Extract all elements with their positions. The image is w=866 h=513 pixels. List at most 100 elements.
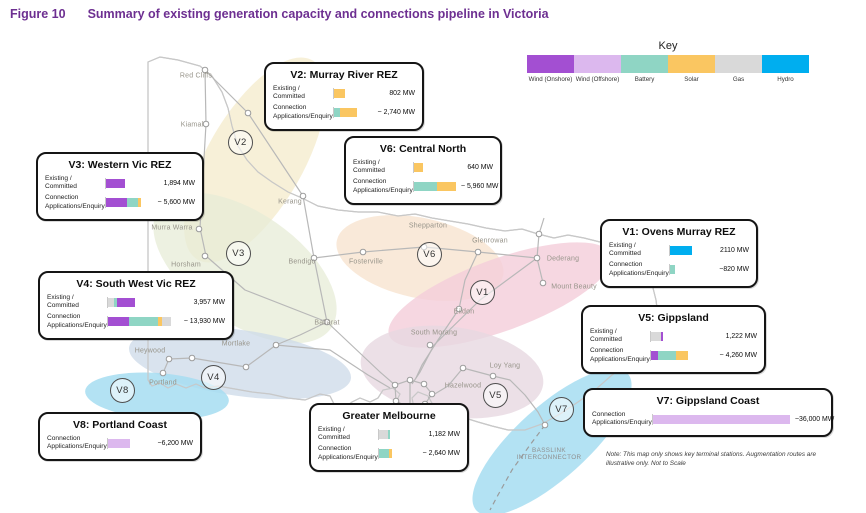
callout-title: Greater Melbourne: [342, 410, 436, 422]
callout-title: V6: Central North: [379, 143, 467, 155]
bar-segment-battery: [129, 317, 158, 327]
key-swatch-gas: [715, 55, 762, 73]
bar-segment-battery: [127, 198, 138, 208]
key-labels: Wind (Onshore) Wind (Offshore) Battery Sola…: [527, 76, 809, 84]
capacity-bar: [107, 316, 171, 328]
connection-row: Connection Applications/Enquiry ~820 MW: [609, 261, 749, 277]
zone-marker-v5: V5: [483, 383, 508, 408]
key-swatch-hydro: [762, 55, 809, 73]
capacity-value: ~ 2,640 MW: [422, 450, 460, 458]
capacity-bar: [652, 413, 790, 425]
place-label: Dederang: [546, 255, 580, 263]
capacity-bar: [105, 197, 141, 209]
callout-title: V3: Western Vic REZ: [68, 159, 172, 171]
bar-segment-onshore: [661, 331, 663, 341]
bar-segment-battery: [379, 449, 389, 459]
capacity-value: 1,222 MW: [725, 332, 757, 340]
place-label: Bendigo: [288, 258, 316, 266]
existing-row: Existing / Committed 802 MW: [273, 85, 415, 101]
bar-segment-solar: [414, 162, 423, 172]
existing-row: Existing / Committed 1,222 MW: [590, 328, 757, 344]
place-label: Ballarat: [314, 319, 340, 327]
capacity-value: ~6,200 MW: [157, 439, 193, 447]
callout-v4-south-west-vic-rez: V4: South West Vic REZ Existing / Commit…: [38, 271, 234, 340]
bar-segment-battery: [388, 429, 390, 439]
key-legend: Key Wind (Onshore) Wind (Offshore) Battery…: [518, 40, 818, 84]
capacity-value: ~ 2,740 MW: [377, 109, 415, 117]
figure-title: Figure 10 Summary of existing generation …: [10, 7, 549, 21]
zone-marker-v7: V7: [549, 397, 574, 422]
place-label: Kerang: [278, 198, 302, 206]
zone-marker-v4: V4: [201, 365, 226, 390]
key-label-offshore: Wind (Offshore): [575, 76, 620, 83]
existing-row: Existing / Committed 1,182 MW: [318, 426, 460, 442]
key-label-onshore: Wind (Onshore): [528, 76, 573, 83]
zone-marker-v8: V8: [110, 378, 135, 403]
bar-segment-gas: [108, 297, 114, 307]
basslink-interconnector-label: BASSLINK INTERCONNECTOR: [516, 447, 582, 461]
bar-segment-solar: [138, 198, 141, 208]
capacity-value: 3,957 MW: [193, 298, 225, 306]
capacity-value: ~36,000 MW: [795, 415, 835, 423]
figure-number: Figure 10: [10, 7, 66, 21]
map-footnote: Note: This map only shows key terminal s…: [606, 451, 817, 468]
bar-segment-battery: [670, 265, 675, 275]
capacity-bar: [413, 161, 423, 173]
capacity-bar: [378, 428, 390, 440]
existing-row: Existing / Committed 2110 MW: [609, 242, 749, 258]
capacity-value: 1,182 MW: [428, 430, 460, 438]
capacity-value: ~ 13,930 MW: [183, 318, 225, 326]
place-label: Fosterville: [348, 258, 384, 266]
bar-segment-solar: [340, 108, 357, 118]
callout-v6-central-north: V6: Central North Existing / Committed 6…: [344, 136, 502, 205]
place-label: Murra Warra: [151, 224, 193, 232]
bar-segment-onshore: [117, 297, 135, 307]
key-swatch-offshore: [574, 55, 621, 73]
bar-segment-solar: [676, 351, 688, 361]
callout-title: V4: South West Vic REZ: [76, 278, 196, 290]
capacity-bar: [333, 107, 357, 119]
connection-row: Connection Applications/Enquiry ~36,000 …: [592, 411, 835, 427]
capacity-value: ~ 4,260 MW: [719, 352, 757, 360]
bar-segment-solar: [158, 317, 162, 327]
zone-marker-v2: V2: [228, 130, 253, 155]
callout-v7-gippsland-coast: V7: Gippsland Coast Connection Applicati…: [583, 388, 835, 438]
bar-segment-battery: [658, 351, 676, 361]
place-label: Eildon: [453, 308, 475, 316]
place-label: Kiamal: [180, 121, 204, 129]
capacity-bar: [669, 264, 675, 276]
region-v1-ovens-murray: [388, 242, 612, 348]
bar-segment-gas: [379, 429, 388, 439]
callout-title: V7: Gippsland Coast: [656, 395, 760, 407]
key-label-battery: Battery: [634, 76, 655, 83]
bar-segment-gas: [651, 331, 661, 341]
capacity-value: ~ 5,600 MW: [157, 199, 195, 207]
zone-marker-v6: V6: [417, 242, 442, 267]
capacity-bar: [669, 244, 692, 256]
callout-greater-melbourne: Greater Melbourne Existing / Committed 1…: [309, 403, 469, 472]
capacity-value: 1,894 MW: [163, 179, 195, 187]
key-label-gas: Gas: [732, 76, 745, 83]
key-title: Key: [658, 40, 678, 52]
capacity-bar: [413, 181, 456, 193]
bar-segment-solar: [334, 88, 345, 98]
existing-row: Existing / Committed 1,894 MW: [45, 175, 195, 191]
bar-segment-onshore: [108, 317, 129, 327]
callout-v8-portland-coast: V8: Portland Coast Connection Applicatio…: [38, 412, 202, 462]
capacity-value: 640 MW: [467, 163, 493, 171]
connection-row: Connection Applications/Enquiry ~ 2,740 …: [273, 104, 415, 120]
key-label-hydro: Hydro: [777, 76, 794, 83]
existing-row: Existing / Committed 3,957 MW: [47, 294, 225, 310]
zone-marker-v1: V1: [470, 280, 495, 305]
place-label: South Morang: [410, 329, 458, 337]
callout-v5-gippsland: V5: Gippsland Existing / Committed 1,222…: [581, 305, 766, 374]
bar-segment-battery: [414, 182, 437, 192]
capacity-value: ~820 MW: [719, 266, 749, 274]
bar-segment-hydro: [670, 245, 692, 255]
callout-v1-ovens-murray-rez: V1: Ovens Murray REZ Existing / Committe…: [600, 219, 758, 288]
bar-segment-battery: [114, 297, 117, 307]
bar-segment-gas: [162, 317, 171, 327]
callout-title: V1: Ovens Murray REZ: [622, 226, 736, 238]
capacity-bar: [107, 296, 135, 308]
